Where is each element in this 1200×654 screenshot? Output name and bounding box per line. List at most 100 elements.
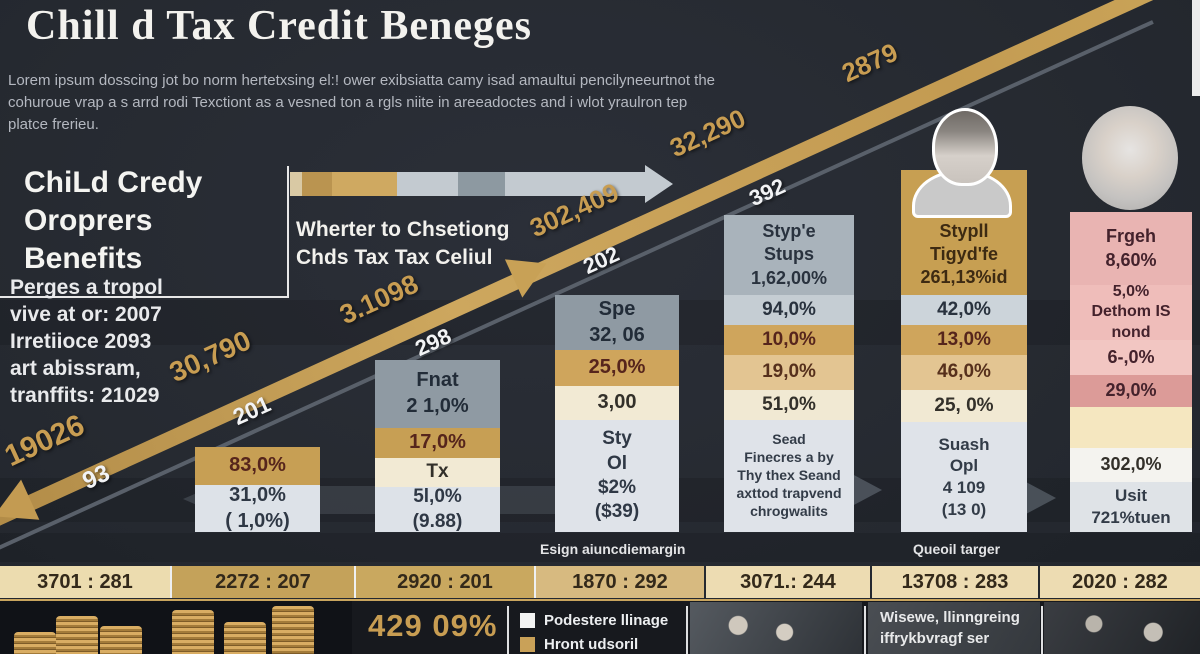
- segment-value: 4 109: [942, 478, 986, 497]
- arrow-caption: Wherter to Chsetiong Chds Tax Tax Celiul: [296, 216, 510, 272]
- column-3-segment-1: Spe 32, 06: [555, 295, 679, 350]
- column-2-segment-2: 17,0%: [375, 428, 500, 458]
- coin-stack: [14, 632, 56, 654]
- bar-segment: [332, 172, 397, 196]
- intro-line: Lorem ipsum dosscing jot bo norm hertetx…: [8, 72, 716, 89]
- column-6-segment-6: 302,0%: [1070, 448, 1192, 482]
- column-3-segment-4: Sty Ol $2% ($39): [555, 420, 679, 532]
- coins-photo: [0, 601, 352, 654]
- segment-value: Suash: [938, 434, 990, 454]
- intro-line: platce frerieu.: [8, 116, 99, 133]
- footer-caption-line: iffrykbvragf ser: [880, 630, 990, 647]
- segment-value: 5,0%: [1112, 282, 1150, 300]
- column-6-segment-1: Frgeh 8,60%: [1070, 212, 1192, 285]
- segment-value: (9.88): [412, 510, 463, 532]
- arrow-caption-line: Chds Tax Tax Celiul: [296, 246, 493, 269]
- column-5-segment-3: 13,0%: [901, 325, 1027, 355]
- column-4-segment-3: 10,0%: [724, 325, 854, 355]
- axis-cell: 3071.: 244: [706, 566, 870, 598]
- segment-value: (13 0): [941, 499, 987, 519]
- coin-stack: [224, 622, 266, 654]
- footer-caption-block: Wisewe, llinngreing iffrykbvragf ser: [868, 602, 1040, 654]
- axis-cell: 3701 : 281: [0, 566, 172, 598]
- column-5-segment-5: 25, 0%: [901, 390, 1027, 422]
- segment-value: 46,0%: [937, 361, 991, 383]
- axis-cell: 1870 : 292: [536, 566, 704, 598]
- bar-arrowhead-icon: [645, 165, 673, 203]
- segment-value: 19,0%: [762, 361, 816, 383]
- legend: Podestere llinage Hront udsoril: [520, 612, 668, 653]
- segment-value: 17,0%: [409, 431, 466, 454]
- footer-divider: [507, 606, 509, 654]
- segment-value: ($39): [594, 501, 640, 523]
- segment-value: ( 1,0%): [225, 509, 290, 532]
- footer-divider: [686, 606, 688, 654]
- children-photo-right: [1044, 602, 1200, 654]
- segment-value: 25,0%: [588, 356, 646, 379]
- segment-value: 42,0%: [937, 298, 991, 320]
- children-photo: [690, 602, 862, 654]
- segment-value: Tx: [426, 461, 449, 483]
- segment-value: 29,0%: [1105, 380, 1157, 401]
- segment-value: Sty: [602, 428, 632, 450]
- segment-value: Fnat: [416, 369, 459, 392]
- segment-value: 25, 0%: [934, 394, 994, 416]
- segment-value: Sead: [772, 431, 806, 448]
- segment-value: 13,0%: [937, 328, 991, 350]
- left-paragraph-line: tranffits: 21029: [10, 384, 160, 407]
- baseline-label-left: Esign aiuncdiemargin: [540, 541, 686, 557]
- column-4-segment-4: 19,0%: [724, 355, 854, 390]
- segment-value: Styp'e: [762, 221, 816, 242]
- right-arrow-icon: [852, 474, 882, 506]
- legend-label: Podestere llinage: [544, 612, 669, 629]
- column-6-segment-4: 29,0%: [1070, 375, 1192, 407]
- segment-value: Opl: [949, 456, 979, 476]
- segment-value: 302,0%: [1100, 454, 1162, 475]
- left-paragraph-line: art abissram,: [10, 357, 141, 380]
- footer-caption-line: Wisewe, llinngreing: [880, 609, 1020, 626]
- segment-value: 31,0%: [229, 483, 286, 506]
- segment-value: Finecres a by: [744, 449, 834, 466]
- section-heading-line: ChiLd Credy: [24, 166, 203, 199]
- segment-value: Tigyd'fe: [930, 243, 998, 264]
- segment-value: axttod trapvend: [736, 484, 842, 501]
- legend-swatch-icon: [520, 637, 535, 652]
- segment-value: 6-,0%: [1107, 346, 1155, 367]
- segment-value: 94,0%: [762, 298, 816, 320]
- baseline-label-right: Queoil targer: [913, 541, 1001, 557]
- segment-value: Frgeh: [1105, 226, 1156, 247]
- legend-item: Hront udsoril: [520, 636, 668, 653]
- coin-stack: [100, 626, 142, 654]
- left-paragraph: Perges a tropol vive at or: 2007 Irretii…: [10, 274, 163, 409]
- column-5-segment-6: Suash Opl 4 109 (13 0): [901, 422, 1027, 532]
- segment-value: Spe: [598, 297, 636, 320]
- column-6-segment-3: 6-,0%: [1070, 340, 1192, 375]
- legend-item: Podestere llinage: [520, 612, 668, 629]
- left-paragraph-line: Irretiioce 2093: [10, 330, 152, 353]
- column-4-segment-5: 51,0%: [724, 390, 854, 420]
- left-paragraph-line: vive at or: 2007: [10, 303, 162, 326]
- segment-value: 51,0%: [762, 393, 816, 415]
- column-4-segment-1: Styp'e Stups 1,62,00%: [724, 215, 854, 295]
- intro-line: cohuroue vrap a s arrd rodi Texctiont as…: [8, 94, 688, 111]
- bar-segment: [397, 172, 458, 196]
- segment-value: Usit: [1114, 486, 1148, 506]
- right-arrow-icon: [1026, 482, 1056, 514]
- portrait-photo-left: [912, 108, 1014, 218]
- footer-divider: [1041, 606, 1043, 654]
- legend-label: Hront udsoril: [544, 636, 639, 653]
- column-6-segment-5: [1070, 407, 1192, 448]
- segment-value: 1,62,00%: [750, 267, 828, 288]
- column-5-segment-2: 42,0%: [901, 295, 1027, 325]
- coin-stack: [56, 616, 98, 654]
- legend-swatch-icon: [520, 613, 535, 628]
- segment-value: Thy thex Seand: [737, 467, 841, 484]
- segment-value: Dethom IS nond: [1091, 303, 1171, 341]
- segmented-arrow-bar: [290, 165, 673, 203]
- background-band: [0, 533, 1200, 562]
- column-2-segment-1: Fnat 2 1,0%: [375, 360, 500, 428]
- column-5-segment-4: 46,0%: [901, 355, 1027, 390]
- column-2-segment-4: 5l,0% (9.88): [375, 486, 500, 532]
- bar-segment: [302, 172, 332, 196]
- segment-value: $2%: [597, 477, 637, 498]
